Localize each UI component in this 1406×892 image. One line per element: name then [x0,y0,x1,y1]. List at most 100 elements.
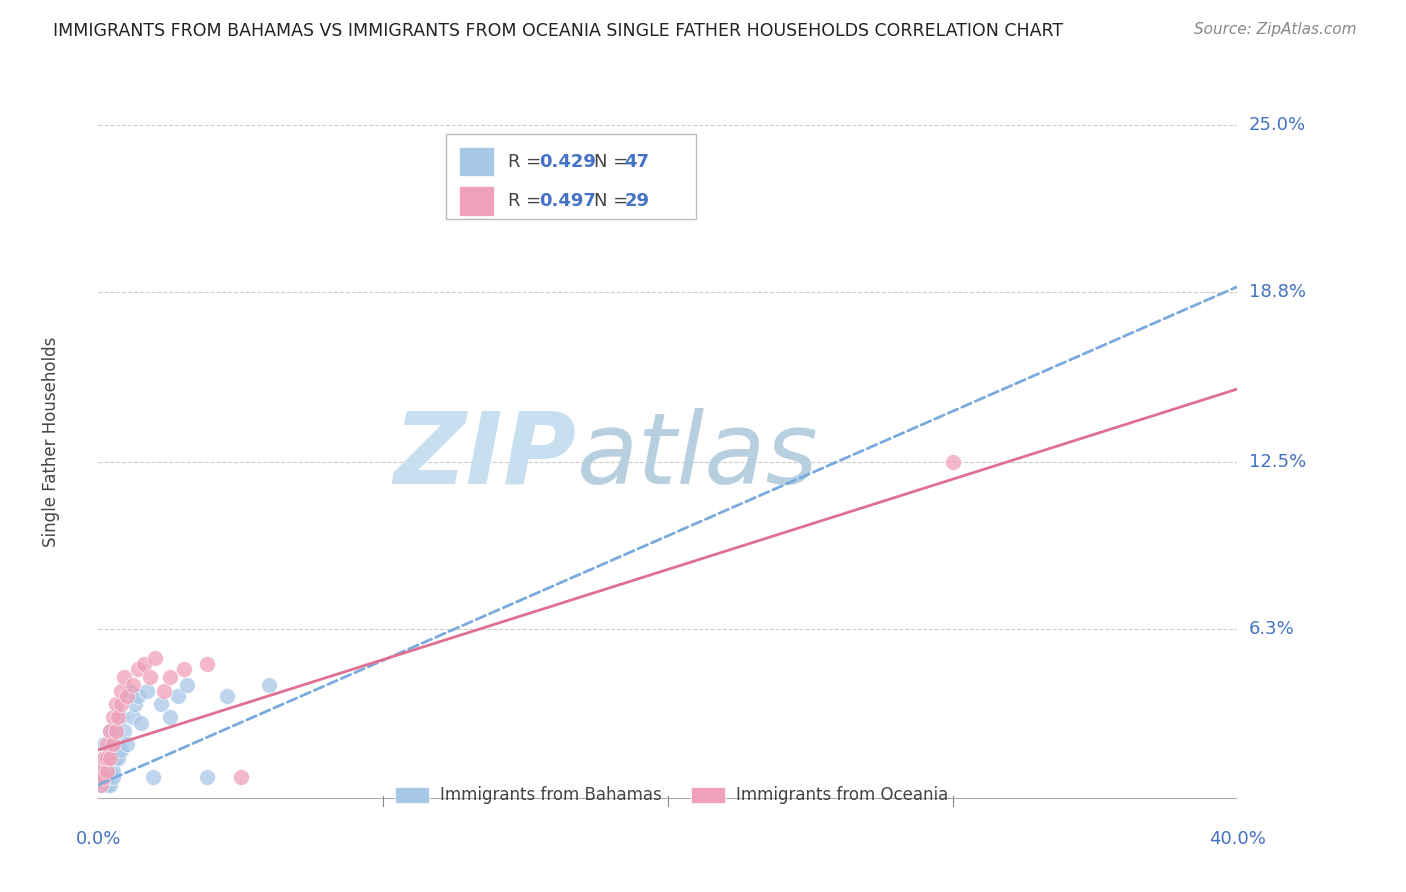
Point [90,759,112,773]
Text: ZIP: ZIP [394,408,576,505]
Text: 12.5%: 12.5% [1249,453,1306,471]
Point [195,770,218,784]
Point [101,738,124,752]
Point [98,723,121,738]
Text: Immigrants from Bahamas: Immigrants from Bahamas [440,786,662,804]
Point [90,770,112,784]
Point [90,764,112,779]
Point [93,738,115,752]
Point [150,697,173,711]
Point [90,778,112,792]
Point [138,670,160,684]
Point [104,697,127,711]
Text: atlas: atlas [576,408,818,505]
Point [98,764,121,779]
Point [129,715,152,730]
Point [93,778,115,792]
Point [93,751,115,765]
Point [96,738,118,752]
Point [107,710,129,724]
Point [93,770,115,784]
Point [115,689,138,703]
Text: Source: ZipAtlas.com: Source: ZipAtlas.com [1194,22,1357,37]
Point [127,662,149,676]
Point [229,770,252,784]
FancyBboxPatch shape [460,146,494,177]
Text: IMMIGRANTS FROM BAHAMAS VS IMMIGRANTS FROM OCEANIA SINGLE FATHER HOUSEHOLDS CORR: IMMIGRANTS FROM BAHAMAS VS IMMIGRANTS FR… [53,22,1063,40]
Point [93,751,115,765]
Point [93,764,115,779]
Point [112,723,135,738]
FancyBboxPatch shape [460,186,494,216]
Point [93,770,115,784]
Point [127,689,149,703]
Point [101,764,124,779]
Point [96,759,118,773]
Point [110,683,132,698]
Point [104,751,127,765]
Text: 6.3%: 6.3% [1249,620,1295,638]
Point [167,689,190,703]
Text: 0.429: 0.429 [538,153,596,170]
Point [101,710,124,724]
Point [101,751,124,765]
Point [96,778,118,792]
Text: 47: 47 [624,153,650,170]
Point [176,678,198,692]
Point [98,770,121,784]
Text: 29: 29 [624,192,650,210]
Point [98,743,121,757]
Point [98,778,121,792]
Point [101,738,124,752]
Text: R =: R = [509,153,547,170]
Text: Single Father Households: Single Father Households [42,336,59,547]
Point [159,670,181,684]
Point [98,751,121,765]
Point [110,697,132,711]
Point [159,710,181,724]
Point [132,657,155,671]
FancyBboxPatch shape [690,787,725,803]
Point [145,651,167,665]
Point [173,662,195,676]
Point [104,723,127,738]
Text: N =: N = [593,192,634,210]
Point [195,657,218,671]
FancyBboxPatch shape [446,135,696,219]
Text: R =: R = [509,192,547,210]
Point [121,678,143,692]
Point [110,743,132,757]
Point [112,670,135,684]
Point [107,738,129,752]
Point [121,710,143,724]
Text: 18.8%: 18.8% [1249,283,1306,301]
Point [96,751,118,765]
Point [110,710,132,724]
Point [215,689,238,703]
Point [98,751,121,765]
Text: 25.0%: 25.0% [1249,116,1306,134]
Point [96,764,118,779]
Point [98,723,121,738]
Text: 0.0%: 0.0% [76,830,121,848]
Point [101,770,124,784]
Point [141,770,163,784]
Point [96,764,118,779]
Point [259,678,281,692]
Text: 0.497: 0.497 [538,192,596,210]
Text: Immigrants from Oceania: Immigrants from Oceania [737,786,949,804]
Point [90,778,112,792]
Point [107,751,129,765]
Point [96,770,118,784]
Text: 40.0%: 40.0% [1209,830,1265,848]
Point [135,683,157,698]
Point [115,738,138,752]
Point [90,764,112,779]
Point [942,455,965,469]
FancyBboxPatch shape [395,787,429,803]
Point [153,683,176,698]
Point [124,697,146,711]
Point [104,723,127,738]
Point [118,683,141,698]
Point [93,759,115,773]
